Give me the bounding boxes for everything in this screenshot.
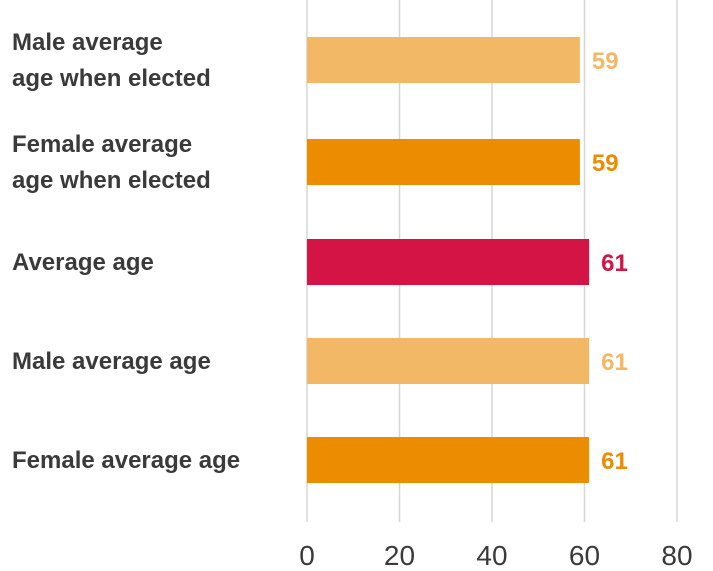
category-label-1-line-2: age when elected [12,65,211,92]
bars [307,37,590,483]
category-label-4-line-1: Male average age [12,348,211,375]
x-tick-label-80: 80 [661,540,692,571]
value-label-2: 59 [592,150,619,177]
x-tick-label-20: 20 [384,540,415,571]
value-labels: 59 59 61 61 61 [592,48,628,475]
category-labels: Male average age when elected Female avera… [12,29,240,474]
x-tick-label-60: 60 [569,540,600,571]
x-tick-label-40: 40 [476,540,507,571]
category-label-5-line-1: Female average age [12,447,240,474]
x-axis-tick-labels: 0 20 40 60 80 [299,540,692,571]
bar-1 [307,37,580,83]
value-label-1: 59 [592,48,619,75]
bar-4 [307,338,590,384]
category-label-1-line-1: Male average [12,29,163,56]
value-label-4: 61 [601,349,628,376]
value-label-5: 61 [601,448,628,475]
category-label-3-line-1: Average age [12,249,154,276]
x-tick-label-0: 0 [299,540,315,571]
bar-3 [307,239,590,285]
category-label-2-line-2: age when elected [12,167,211,194]
value-label-3: 61 [601,250,628,277]
bar-2 [307,139,580,185]
bar-5 [307,437,590,483]
category-label-2-line-1: Female average [12,131,192,158]
